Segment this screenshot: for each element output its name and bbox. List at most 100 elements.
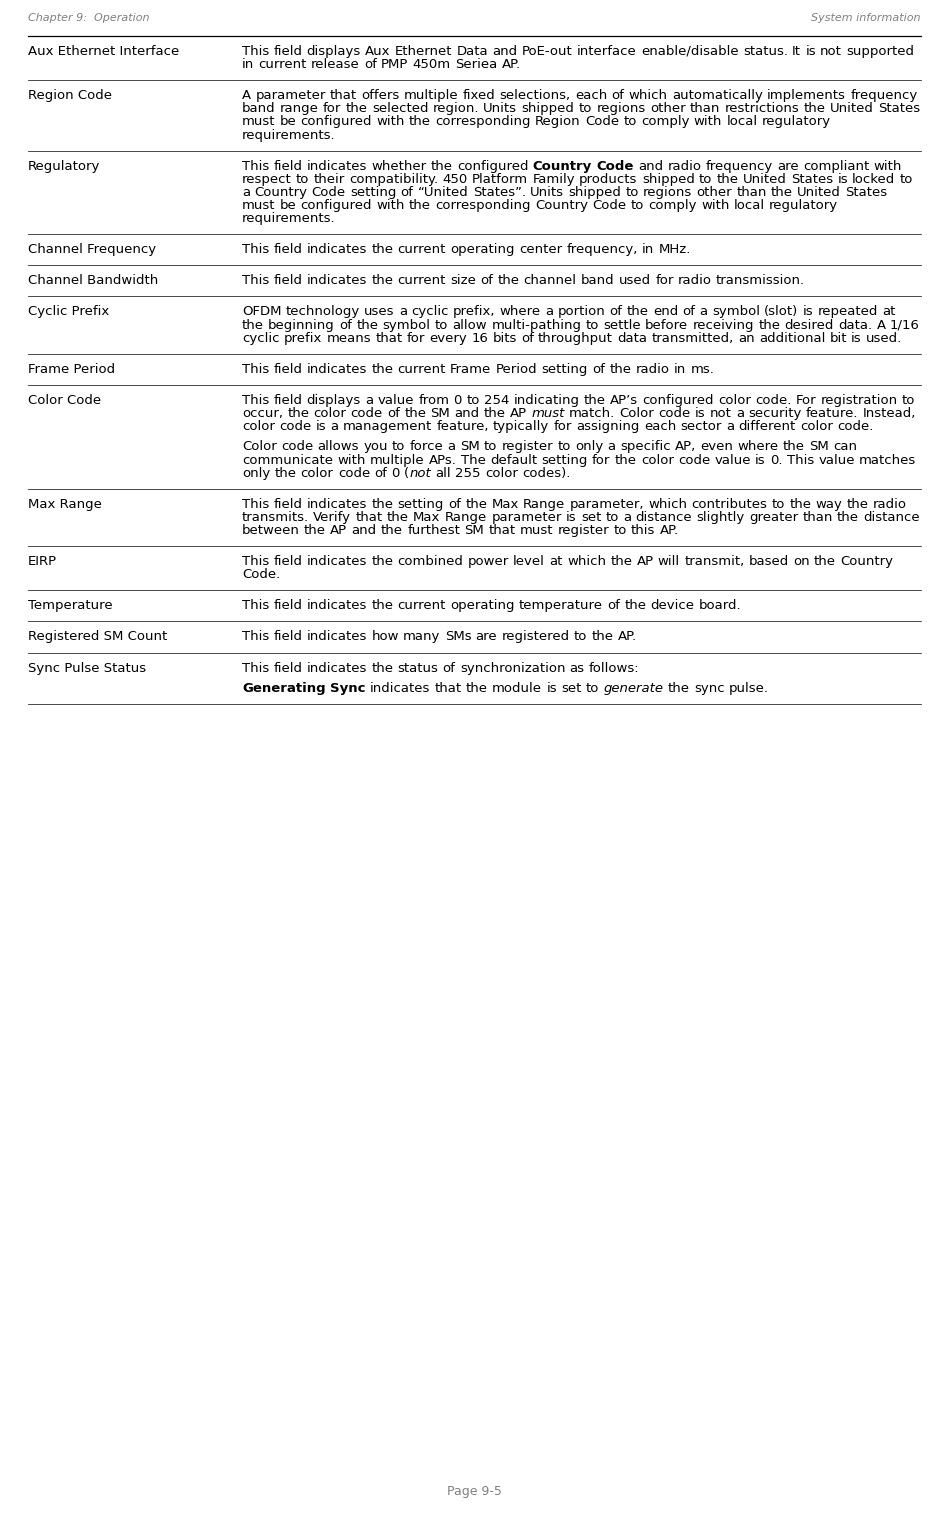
Text: generate: generate [604, 681, 663, 695]
Text: furthest: furthest [407, 524, 460, 537]
Text: pulse.: pulse. [729, 681, 769, 695]
Text: of: of [339, 318, 352, 332]
Text: parameter,: parameter, [569, 498, 644, 510]
Text: matches: matches [859, 454, 917, 466]
Text: Instead,: Instead, [863, 407, 916, 419]
Text: implements: implements [767, 89, 846, 103]
Text: field: field [273, 244, 303, 256]
Text: to: to [605, 510, 619, 524]
Text: selected: selected [372, 103, 428, 115]
Text: field: field [273, 363, 303, 375]
Text: communicate: communicate [242, 454, 333, 466]
Text: United: United [743, 173, 787, 186]
Text: Aux: Aux [365, 45, 391, 58]
Text: is: is [806, 45, 816, 58]
Text: management: management [343, 419, 432, 433]
Text: and: and [639, 159, 663, 173]
Text: “United: “United [418, 186, 469, 198]
Text: indicates: indicates [307, 498, 367, 510]
Text: corresponding: corresponding [436, 115, 530, 129]
Text: transmit,: transmit, [684, 556, 745, 568]
Text: corresponding: corresponding [436, 198, 530, 212]
Text: for: for [553, 419, 572, 433]
Text: Max Range: Max Range [28, 498, 102, 510]
Text: This: This [242, 498, 270, 510]
Text: field: field [273, 662, 303, 675]
Text: indicates: indicates [307, 662, 367, 675]
Text: Registered SM Count: Registered SM Count [28, 630, 167, 643]
Text: each: each [643, 419, 676, 433]
Text: SM: SM [809, 441, 828, 453]
Text: Code: Code [311, 186, 345, 198]
Text: for: for [406, 332, 425, 345]
Text: you: you [363, 441, 388, 453]
Text: region.: region. [433, 103, 479, 115]
Text: that: that [435, 681, 462, 695]
Text: indicates: indicates [307, 556, 367, 568]
Text: Country: Country [535, 198, 588, 212]
Text: This: This [242, 600, 270, 612]
Text: selections,: selections, [500, 89, 571, 103]
Text: comply: comply [648, 198, 697, 212]
Text: the: the [381, 524, 403, 537]
Text: Color: Color [620, 407, 655, 419]
Text: with: with [874, 159, 902, 173]
Text: is: is [695, 407, 706, 419]
Text: will: will [658, 556, 680, 568]
Text: It: It [792, 45, 801, 58]
Text: with: with [377, 115, 405, 129]
Text: the: the [497, 274, 519, 288]
Text: to: to [699, 173, 713, 186]
Text: 0: 0 [392, 466, 400, 480]
Text: System information: System information [811, 14, 921, 23]
Text: assigning: assigning [576, 419, 640, 433]
Text: AP: AP [511, 407, 528, 419]
Text: indicates: indicates [307, 630, 367, 643]
Text: a: a [242, 186, 251, 198]
Text: must: must [242, 115, 275, 129]
Text: than: than [736, 186, 767, 198]
Text: is: is [755, 454, 766, 466]
Text: current: current [398, 363, 446, 375]
Text: register: register [558, 524, 609, 537]
Text: synchronization: synchronization [460, 662, 566, 675]
Text: OFDM: OFDM [242, 306, 282, 318]
Text: code: code [659, 407, 691, 419]
Text: for: for [592, 454, 610, 466]
Text: displays: displays [307, 394, 361, 407]
Text: the: the [790, 498, 811, 510]
Text: Regulatory: Regulatory [28, 159, 101, 173]
Text: the: the [371, 662, 394, 675]
Text: color: color [301, 466, 334, 480]
Text: and: and [455, 407, 479, 419]
Text: AP: AP [637, 556, 654, 568]
Text: parameter: parameter [255, 89, 326, 103]
Text: Chapter 9:  Operation: Chapter 9: Operation [28, 14, 150, 23]
Text: the: the [804, 103, 826, 115]
Text: the: the [304, 524, 326, 537]
Text: A: A [877, 318, 885, 332]
Text: Platform: Platform [472, 173, 529, 186]
Text: end: end [653, 306, 679, 318]
Text: field: field [273, 394, 303, 407]
Text: to: to [296, 173, 309, 186]
Text: the: the [409, 115, 431, 129]
Text: to: to [466, 394, 479, 407]
Text: Units: Units [483, 103, 517, 115]
Text: feature.: feature. [806, 407, 859, 419]
Text: AP.: AP. [502, 58, 521, 71]
Text: which: which [567, 556, 606, 568]
Text: band: band [242, 103, 275, 115]
Text: Frame: Frame [450, 363, 492, 375]
Text: color: color [641, 454, 674, 466]
Text: way: way [816, 498, 843, 510]
Text: shipped: shipped [568, 186, 622, 198]
Text: current: current [398, 244, 446, 256]
Text: the: the [242, 318, 264, 332]
Text: restrictions: restrictions [724, 103, 799, 115]
Text: field: field [273, 45, 303, 58]
Text: code.: code. [837, 419, 873, 433]
Text: field: field [273, 600, 303, 612]
Text: that: that [330, 89, 357, 103]
Text: a: a [699, 306, 708, 318]
